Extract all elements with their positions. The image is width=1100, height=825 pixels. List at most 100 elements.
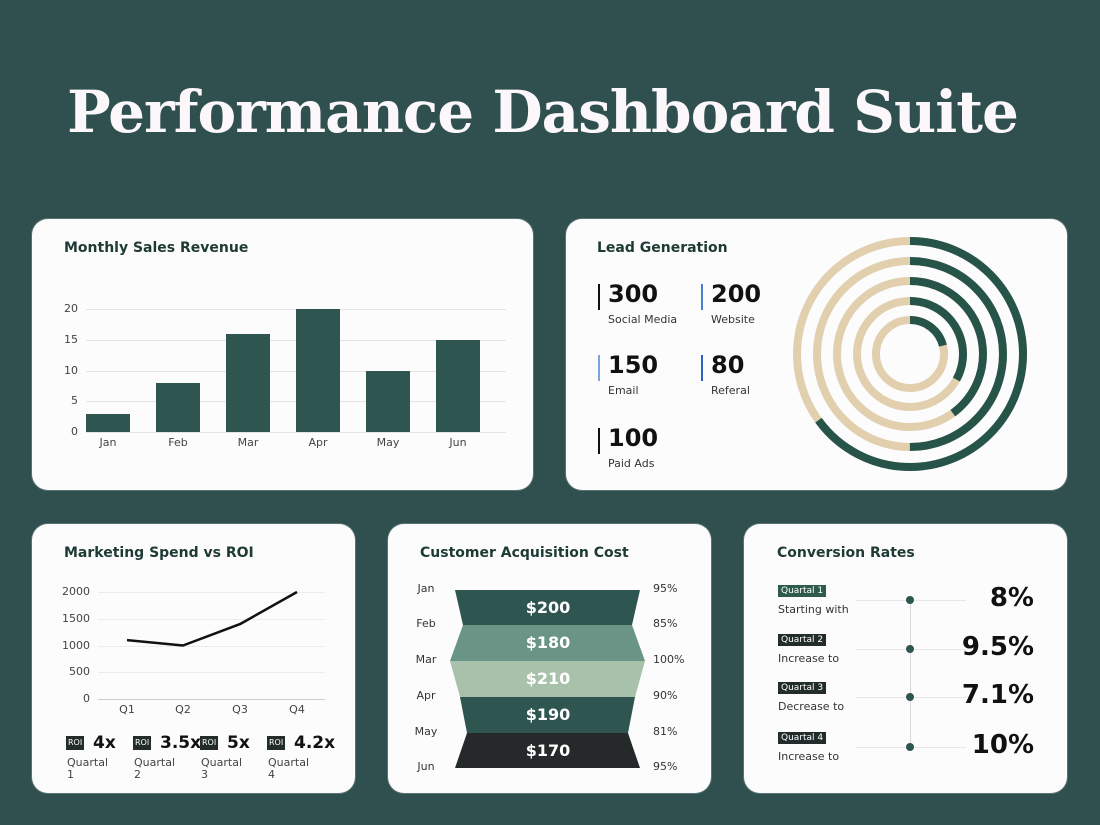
percent-label: 81% <box>653 725 678 738</box>
stat-label: Website <box>711 313 755 326</box>
stat-label: Social Media <box>608 313 678 326</box>
y-tick: 1500 <box>62 611 90 625</box>
timeline-dot <box>906 693 914 701</box>
y-tick: 10 <box>64 363 78 377</box>
roi-value: 4.2x <box>294 733 336 753</box>
quarter-badge: Quartal 1 <box>778 585 827 597</box>
rate-value: 10% <box>971 730 1034 760</box>
roi-quarter: Quartal 2 <box>134 756 176 781</box>
funnel-segment <box>455 590 640 625</box>
gridline <box>98 618 325 620</box>
timeline-dot <box>906 596 914 604</box>
x-tick: Q1 <box>119 703 135 716</box>
funnel-segment <box>450 661 645 697</box>
cost-value: $200 <box>525 598 571 617</box>
bar <box>296 309 340 432</box>
month-label: Mar <box>415 653 437 666</box>
x-tick: Mar <box>237 436 259 449</box>
rate-value: 7.1% <box>961 680 1034 710</box>
gridline <box>98 645 325 647</box>
quarter-badge: Quartal 2 <box>778 634 827 646</box>
stat-value: 80 <box>711 351 745 379</box>
page-title: Performance Dashboard Suite <box>67 78 1019 146</box>
x-tick: Q3 <box>232 703 248 716</box>
y-tick: 0 <box>83 692 90 705</box>
timeline-dot <box>906 743 914 751</box>
accent-bar <box>598 284 600 310</box>
month-label: Jun <box>417 760 435 773</box>
timeline-line <box>910 600 911 747</box>
accent-bar <box>598 355 600 381</box>
timeline-dot <box>906 645 914 653</box>
funnel-segment <box>455 733 640 768</box>
bar <box>436 339 480 432</box>
stat-label: Referal <box>711 384 750 397</box>
funnel-segment <box>450 625 645 661</box>
x-tick: Q4 <box>289 703 305 716</box>
x-tick: Apr <box>308 436 328 449</box>
bar <box>156 382 200 432</box>
roi-quarter: Quartal 3 <box>201 756 243 781</box>
month-label: May <box>414 725 438 738</box>
quarter-badge: Quartal 3 <box>778 682 827 694</box>
x-tick: May <box>376 436 400 449</box>
roi-badge: ROI <box>200 736 219 750</box>
accent-bar <box>701 355 703 381</box>
y-tick: 15 <box>64 332 78 346</box>
month-label: Apr <box>416 689 436 702</box>
sales-title: Monthly Sales Revenue <box>64 240 249 256</box>
lead-rings-chart <box>793 237 1027 471</box>
gridline <box>98 672 325 674</box>
conversion-card <box>744 524 1067 793</box>
bar <box>86 413 130 432</box>
stat-value: 150 <box>608 351 659 379</box>
change-desc: Starting with <box>778 603 849 616</box>
stat-value: 300 <box>608 280 659 308</box>
gridline <box>98 699 325 700</box>
x-tick: Q2 <box>175 703 191 716</box>
bar <box>366 370 410 432</box>
stat-value: 100 <box>608 424 659 452</box>
marketing-title: Marketing Spend vs ROI <box>64 545 254 561</box>
y-tick: 5 <box>71 394 78 408</box>
rate-value: 9.5% <box>961 632 1034 662</box>
y-tick: 500 <box>69 665 90 679</box>
percent-label: 100% <box>653 653 685 666</box>
roi-quarter: Quartal 1 <box>67 756 109 781</box>
stat-value: 200 <box>711 280 762 308</box>
y-tick: 20 <box>64 302 78 315</box>
cost-value: $180 <box>525 633 571 652</box>
accent-bar <box>598 428 600 454</box>
marketing-card <box>32 524 355 793</box>
x-tick: Jun <box>449 436 467 449</box>
roi-badge: ROI <box>133 736 152 750</box>
month-label: Jan <box>417 582 435 595</box>
roi-value: 3.5x <box>160 733 202 753</box>
cost-value: $210 <box>525 669 571 688</box>
y-tick: 2000 <box>62 585 90 598</box>
percent-label: 95% <box>653 582 678 595</box>
cost-value: $190 <box>525 705 571 724</box>
bar <box>226 333 270 432</box>
quarter-badge: Quartal 4 <box>778 732 827 744</box>
change-desc: Increase to <box>778 750 840 763</box>
roi-quarter: Quartal 4 <box>268 756 310 781</box>
gridline <box>98 592 325 593</box>
roi-badge: ROI <box>267 736 286 750</box>
stat-label: Email <box>608 384 639 397</box>
change-desc: Increase to <box>778 652 840 665</box>
roi-badge: ROI <box>66 736 85 750</box>
lead-title: Lead Generation <box>597 240 728 256</box>
roi-value: 5x <box>227 733 250 753</box>
cost-value: $170 <box>525 741 571 760</box>
percent-label: 90% <box>653 689 678 702</box>
percent-label: 95% <box>653 760 678 773</box>
cac-title: Customer Acquisition Cost <box>420 545 629 561</box>
conversion-title: Conversion Rates <box>777 545 915 561</box>
percent-label: 85% <box>653 617 678 630</box>
funnel-segment <box>460 697 635 733</box>
y-tick: 0 <box>71 425 78 438</box>
y-tick: 1000 <box>62 638 90 652</box>
